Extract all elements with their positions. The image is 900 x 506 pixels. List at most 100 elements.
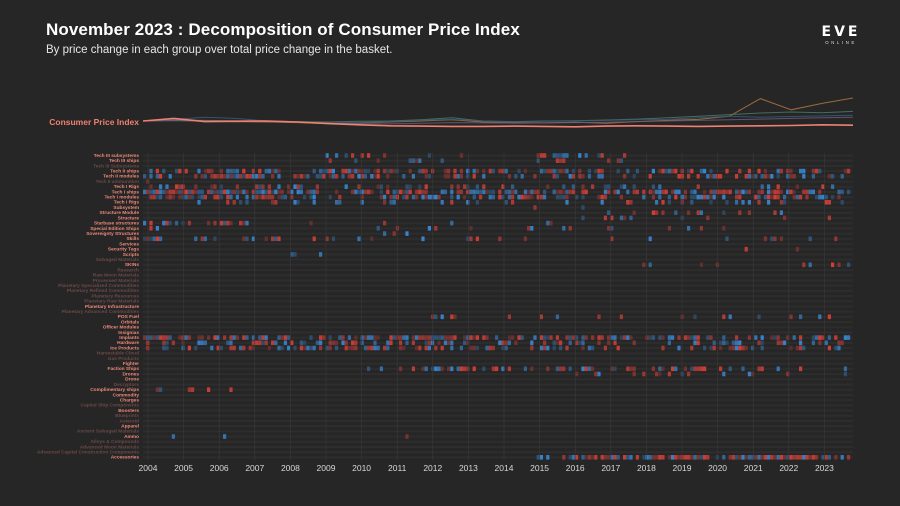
heatmap-cell [271,174,275,179]
heatmap-cell [747,455,751,460]
heatmap-cell [277,174,281,179]
heatmap-cell [776,168,780,174]
row-guide [143,253,853,256]
heatmap-cell [696,194,700,200]
heatmap-cell [719,174,723,179]
heatmap-cell [235,174,239,179]
heatmap-cell [543,194,547,200]
heatmap-cell [607,335,611,340]
heatmap-cell [776,174,780,179]
heatmap-cell [415,189,419,195]
heatmap-cell [159,184,163,189]
heatmap-cell [223,335,227,340]
heatmap-cell [514,174,518,179]
heatmap-cell [207,220,211,226]
heatmap-cell [437,194,441,200]
heatmap-cell [552,153,556,158]
row-guide [143,237,853,240]
heatmap-cell [309,345,313,351]
heatmap-cell [501,168,505,174]
heatmap-cell [482,189,486,195]
heatmap-cell [600,200,604,205]
row-label: Boosters [118,408,139,414]
heatmap-cell [290,189,294,195]
heatmap-cell [760,340,764,346]
heatmap-cell [373,174,377,179]
row-label: Alloys & Compounds [90,439,139,445]
heatmap-cell [216,189,220,195]
heatmap-cell [648,262,652,268]
heatmap-cell [440,189,444,195]
heatmap-cell [495,335,499,340]
heatmap-cell [655,189,659,195]
heatmap-cell [178,194,182,200]
row-label: Structure [118,215,140,221]
heatmap-cell [587,168,591,174]
heatmap-cell [840,340,844,346]
heatmap-cell [383,200,387,205]
heatmap-row: Planetary Specialized Commodities [58,283,853,289]
heatmap-cell [741,189,745,195]
heatmap-cell [245,174,249,179]
heatmap-cell [466,335,470,340]
heatmap-cell [690,200,694,205]
heatmap-row: SKINs [125,262,853,268]
heatmap-cell [725,340,729,346]
heatmap-cell [722,371,726,377]
heatmap-cell [658,335,662,340]
heatmap-cell [703,366,707,372]
heatmap-cell [459,189,463,195]
heatmap-cell [309,335,313,340]
heatmap-cell [274,189,278,195]
heatmap-cell [312,194,316,200]
heatmap-cell [261,335,265,340]
heatmap-cell [776,455,780,460]
heatmap-cell [648,174,652,179]
row-label: Ancient Salvaged Materials [77,429,139,435]
chart-subtitle: By price change in each group over total… [46,44,393,56]
heatmap-cell [264,335,268,340]
heatmap-cell [834,236,838,242]
heatmap-cell [693,340,697,346]
heatmap-cell [760,189,764,195]
heatmap-cell [242,236,246,242]
heatmap-row: Boosters [118,408,853,414]
heatmap-cell [456,184,460,189]
heatmap-cell [786,335,790,340]
row-label: Tech III Subsystems [93,163,139,169]
heatmap-cell [578,174,582,179]
heatmap-cell [722,194,726,200]
heatmap-cell [335,200,339,205]
heatmap-cell [767,194,771,200]
heatmap-cell [399,345,403,351]
heatmap-cell [424,335,428,340]
heatmap-cell [619,215,623,221]
heatmap-cell [504,340,508,346]
heatmap-row: Faction Ships [108,366,853,372]
heatmap-cell [216,174,220,179]
heatmap-cell [799,340,803,346]
heatmap-cell [226,220,230,226]
heatmap-cell [559,194,563,200]
heatmap-cell [463,366,467,372]
heatmap-cell [757,200,761,205]
heatmap-cell [363,174,367,179]
heatmap-cell [239,189,243,195]
heatmap-cell [843,168,847,174]
heatmap-cell [232,189,236,195]
heatmap-cell [194,174,198,179]
heatmap-cell [744,174,748,179]
heatmap-cell [245,200,249,205]
heatmap-cell [581,174,585,179]
year-tick-label: 2004 [139,463,158,473]
heatmap-cell [840,455,844,460]
heatmap-cell [219,194,223,200]
heatmap-cell [200,236,204,242]
heatmap-cell [610,366,614,372]
heatmap-cell [597,194,601,200]
heatmap-cell [162,168,166,174]
heatmap-cell [373,168,377,174]
heatmap-cell [261,174,265,179]
heatmap-cell [235,194,239,200]
heatmap-cell [354,335,358,340]
